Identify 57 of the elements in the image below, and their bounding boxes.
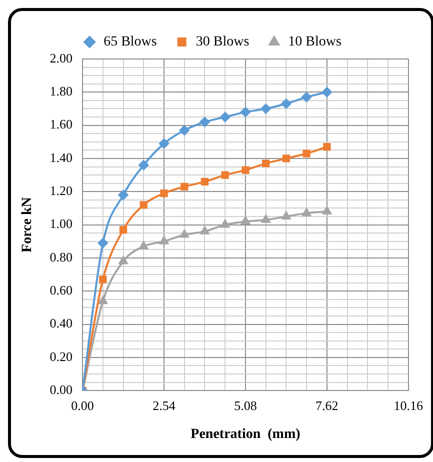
point: [302, 92, 312, 102]
point: [302, 208, 312, 216]
point: [221, 171, 229, 179]
point: [261, 214, 270, 223]
point: [200, 178, 209, 186]
x-tick-label: 5.08: [234, 398, 257, 413]
point: [220, 112, 230, 122]
point: [138, 160, 149, 170]
y-tick-label: 1.60: [50, 116, 73, 132]
point: [282, 212, 291, 220]
point: [242, 166, 250, 174]
point: [323, 143, 331, 151]
y-tick-label: 1.80: [50, 84, 73, 99]
point: [159, 138, 170, 149]
point: [220, 220, 230, 228]
point: [99, 276, 107, 284]
point: [139, 241, 148, 250]
point: [140, 201, 148, 209]
y-axis-title: Force kN: [20, 197, 36, 252]
x-tick-label: 7.62: [316, 398, 338, 413]
point: [241, 216, 250, 224]
point: [160, 236, 168, 244]
y-tick-label: 1.20: [50, 183, 73, 198]
point: [179, 125, 190, 136]
x-tick-label: 10.16: [394, 398, 424, 413]
point: [160, 189, 168, 198]
point: [281, 98, 292, 109]
point: [118, 190, 128, 200]
point: [260, 104, 271, 114]
y-tick-label: 0.80: [50, 249, 73, 264]
y-tick-label: 2.00: [50, 50, 73, 66]
point: [180, 182, 188, 190]
point: [118, 256, 128, 264]
x-tick-label: 2.54: [152, 398, 176, 413]
point: [180, 230, 189, 238]
point: [98, 238, 108, 248]
y-tick-label: 0.00: [50, 382, 73, 398]
point: [322, 87, 332, 98]
y-tick-label: 1.00: [50, 216, 73, 232]
point: [119, 226, 128, 234]
y-tick-label: 0.40: [50, 316, 73, 331]
y-tick-label: 1.40: [50, 150, 73, 165]
point: [200, 117, 210, 128]
x-axis-title: Penetration (mm): [190, 427, 301, 442]
point: [262, 160, 270, 168]
y-tick-label: 0.60: [50, 282, 73, 298]
x-tick-label: 0.00: [71, 398, 94, 413]
point: [302, 150, 310, 158]
point: [322, 206, 332, 215]
legend-label: 65 Blows: [104, 34, 157, 50]
y-tick-label: 0.20: [50, 348, 73, 364]
point: [98, 296, 108, 304]
legend-label: 10 Blows: [288, 34, 342, 50]
point: [200, 226, 210, 234]
point: [282, 154, 290, 162]
point: [240, 107, 250, 118]
legend-label: 30 Blows: [196, 34, 250, 50]
